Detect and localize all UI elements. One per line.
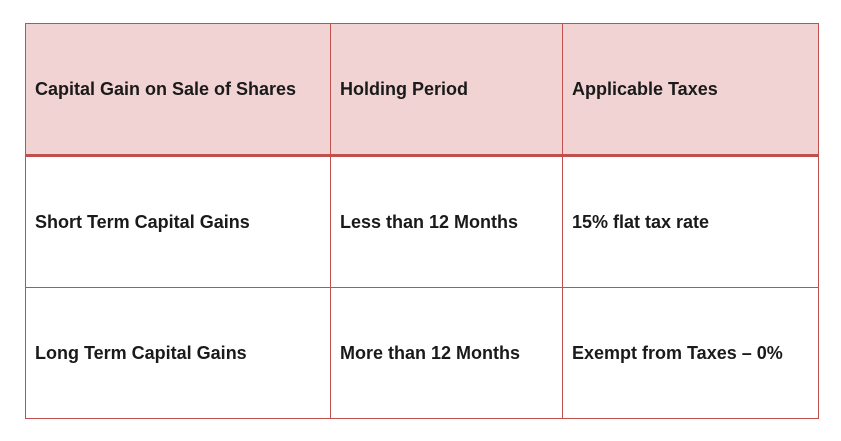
header-capital-gain-type: Capital Gain on Sale of Shares xyxy=(25,23,331,157)
table-header: Capital Gain on Sale of Shares Holding P… xyxy=(25,23,819,157)
table-body: Short Term Capital Gains Less than 12 Mo… xyxy=(25,155,819,419)
cell-holding-period: Less than 12 Months xyxy=(330,155,563,288)
cell-holding-period: More than 12 Months xyxy=(330,287,563,419)
cell-applicable-tax: 15% flat tax rate xyxy=(562,155,819,288)
header-applicable-taxes: Applicable Taxes xyxy=(562,23,819,157)
header-holding-period: Holding Period xyxy=(330,23,563,157)
capital-gains-tax-table: Capital Gain on Sale of Shares Holding P… xyxy=(25,23,819,419)
table-row: Long Term Capital Gains More than 12 Mon… xyxy=(25,287,819,419)
cell-gain-type: Short Term Capital Gains xyxy=(25,155,331,288)
table-row: Short Term Capital Gains Less than 12 Mo… xyxy=(25,155,819,288)
cell-gain-type: Long Term Capital Gains xyxy=(25,287,331,419)
cell-applicable-tax: Exempt from Taxes – 0% xyxy=(562,287,819,419)
header-row: Capital Gain on Sale of Shares Holding P… xyxy=(25,23,819,157)
